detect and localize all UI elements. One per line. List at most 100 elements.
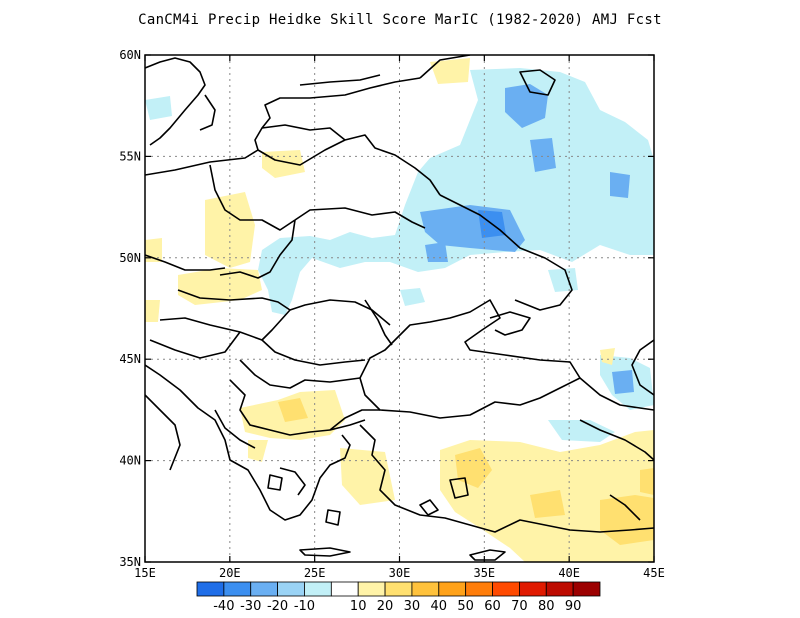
colorbar-label: -30 <box>240 599 261 614</box>
border-line <box>579 377 654 411</box>
baltic-coast <box>145 77 421 176</box>
azov-coast <box>489 311 531 336</box>
border-line <box>439 194 573 311</box>
negative-skill-region <box>505 84 548 128</box>
colorbar-label: -10 <box>294 599 315 614</box>
italy-coast <box>145 394 181 471</box>
negative-skill-region <box>400 288 425 306</box>
x-tick-label: 20E <box>219 566 241 580</box>
colorbar-label: 30 <box>404 599 421 614</box>
greece-coast <box>229 434 351 521</box>
positive-skill-region <box>430 58 470 84</box>
x-tick-label: 45E <box>643 566 665 580</box>
positive-skill-region <box>262 150 305 178</box>
colorbar-label: 40 <box>431 599 448 614</box>
adriatic-coast <box>145 364 231 461</box>
greece-coast <box>279 467 306 496</box>
border-line <box>419 55 471 79</box>
border-line <box>289 299 391 326</box>
negative-skill-region <box>425 242 448 262</box>
x-tick-label: 15E <box>134 566 156 580</box>
colorbar-label: 20 <box>377 599 394 614</box>
colorbar-label: 80 <box>538 599 555 614</box>
colorbar-label: -40 <box>213 599 234 614</box>
axes: 15E 20E 25E 30E 35E 40E 45E 35N 40N 45N 50N 55N 60N <box>119 48 665 580</box>
skill-score-fields <box>145 58 654 562</box>
sweden-coast <box>199 94 216 131</box>
colorbar-swatch <box>545 581 574 597</box>
border-line <box>609 494 641 521</box>
lake <box>519 69 556 96</box>
x-tick-label: 40E <box>558 566 580 580</box>
border-line <box>364 299 393 346</box>
border-line <box>214 409 256 449</box>
border-line <box>149 331 241 359</box>
border-line <box>261 309 366 366</box>
caspian-coast <box>631 339 654 396</box>
negative-skill-region <box>612 370 634 394</box>
colorbar: -40 -30 -20 -10 10 20 30 40 50 60 70 80 90 <box>196 581 601 614</box>
positive-skill-region <box>600 348 615 365</box>
colorbar-swatch <box>277 581 305 597</box>
positive-skill-region <box>178 268 262 305</box>
island <box>419 499 439 516</box>
colorbar-swatch <box>384 581 413 597</box>
x-tick-label: 25E <box>304 566 326 580</box>
positive-skill-region <box>145 300 160 322</box>
x-tick-label: 35E <box>473 566 495 580</box>
colorbar-swatch <box>411 581 440 597</box>
negative-skill-region <box>145 96 172 120</box>
cyprus <box>469 549 506 561</box>
gulf-finland <box>299 74 381 86</box>
y-tick-label: 40N <box>119 454 141 468</box>
y-tick-label: 60N <box>119 48 141 62</box>
colorbar-swatch <box>250 581 279 597</box>
colorbar-swatch <box>465 581 493 597</box>
border-line <box>294 207 426 229</box>
border-line <box>329 409 380 431</box>
colorbar-label: 70 <box>511 599 528 614</box>
border-line <box>261 124 346 141</box>
colorbar-label: 10 <box>350 599 367 614</box>
negative-skill-region <box>258 68 654 315</box>
positive-skill-region <box>600 495 654 545</box>
island <box>449 477 469 499</box>
border-line <box>177 289 291 311</box>
positive-skill-region <box>530 490 565 518</box>
border-line <box>145 254 226 271</box>
colorbar-swatch <box>519 581 547 597</box>
border-line <box>579 419 654 461</box>
positive-skill-region <box>248 440 268 462</box>
border-line <box>219 219 296 279</box>
colorbar-swatch <box>492 581 520 597</box>
negative-skill-region <box>610 172 630 198</box>
colorbar-swatch <box>223 581 252 597</box>
colorbar-swatch <box>196 581 225 597</box>
colorbar-swatch <box>572 581 601 597</box>
positive-skill-region <box>640 468 654 495</box>
negative-skill-region <box>548 420 615 442</box>
colorbar-label: 90 <box>565 599 582 614</box>
colorbar-swatch <box>330 581 359 597</box>
negative-skill-region <box>530 138 556 172</box>
border-line <box>159 317 263 341</box>
island <box>267 474 283 491</box>
y-tick-label: 55N <box>119 149 141 163</box>
colorbar-label: 50 <box>457 599 474 614</box>
border-line <box>229 379 366 436</box>
turkey-coast <box>359 424 654 533</box>
colorbar-swatch <box>357 581 386 597</box>
black-sea-coast <box>359 299 581 419</box>
border-line <box>239 359 361 389</box>
y-tick-label: 50N <box>119 251 141 265</box>
colorbar-swatch <box>304 581 332 597</box>
coastlines-borders <box>145 55 654 561</box>
colorbar-swatch <box>438 581 467 597</box>
positive-skill-region <box>278 398 308 422</box>
island <box>325 509 341 526</box>
scandinavia-coast <box>145 57 206 146</box>
y-tick-label: 35N <box>119 555 141 569</box>
page-title: CanCM4i Precip Heidke Skill Score MarIC … <box>138 12 662 28</box>
y-tick-label: 45N <box>119 352 141 366</box>
